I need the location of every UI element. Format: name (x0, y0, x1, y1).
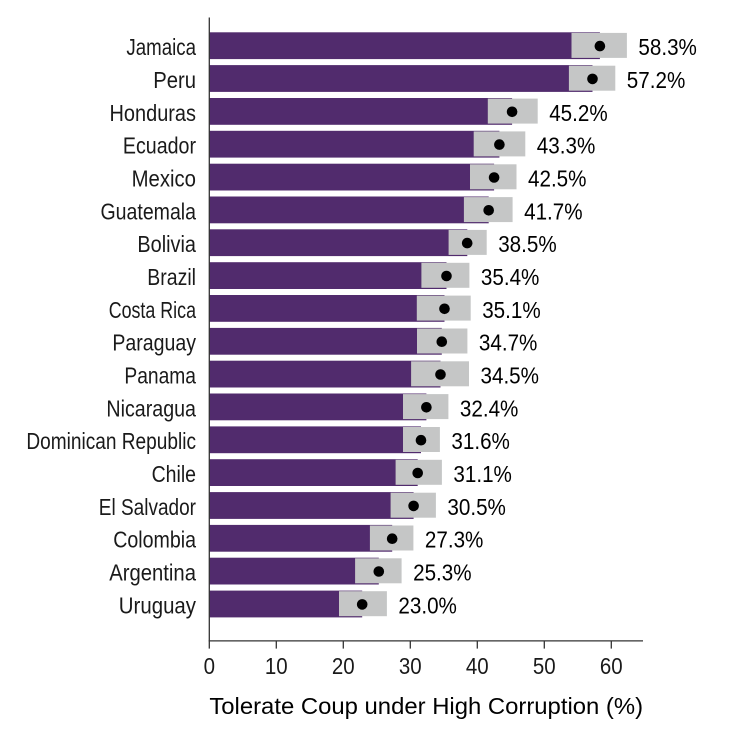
svg-text:43.3%: 43.3% (537, 133, 596, 159)
svg-text:Mexico: Mexico (132, 166, 196, 192)
svg-text:Colombia: Colombia (113, 527, 196, 553)
svg-text:42.5%: 42.5% (528, 166, 587, 192)
svg-text:60: 60 (600, 653, 623, 679)
svg-text:34.5%: 34.5% (481, 363, 540, 389)
svg-text:El Salvador: El Salvador (99, 494, 196, 520)
svg-text:38.5%: 38.5% (498, 231, 557, 257)
svg-text:34.7%: 34.7% (479, 330, 538, 356)
svg-text:45.2%: 45.2% (549, 100, 608, 126)
svg-text:Bolivia: Bolivia (137, 231, 196, 257)
svg-text:Guatemala: Guatemala (101, 198, 197, 224)
svg-text:25.3%: 25.3% (413, 560, 472, 586)
svg-text:Argentina: Argentina (109, 560, 196, 586)
svg-text:31.1%: 31.1% (453, 461, 512, 487)
svg-text:Honduras: Honduras (110, 100, 197, 126)
svg-text:41.7%: 41.7% (524, 198, 583, 224)
svg-text:Ecuador: Ecuador (123, 133, 196, 159)
svg-text:Costa Rica: Costa Rica (109, 297, 196, 323)
svg-text:40: 40 (466, 653, 489, 679)
svg-text:35.4%: 35.4% (481, 264, 540, 290)
svg-text:Chile: Chile (152, 461, 196, 487)
svg-text:20: 20 (332, 653, 355, 679)
svg-text:10: 10 (265, 653, 288, 679)
svg-text:27.3%: 27.3% (425, 527, 484, 553)
svg-text:Jamaica: Jamaica (126, 34, 196, 60)
svg-text:23.0%: 23.0% (398, 592, 457, 618)
svg-text:Uruguay: Uruguay (119, 592, 197, 618)
svg-text:Paraguay: Paraguay (112, 330, 196, 356)
svg-text:Tolerate Coup under High Corru: Tolerate Coup under High Corruption (%) (209, 693, 643, 719)
svg-text:Peru: Peru (153, 67, 196, 93)
svg-text:35.1%: 35.1% (482, 297, 541, 323)
svg-text:Dominican Republic: Dominican Republic (26, 428, 196, 454)
svg-text:32.4%: 32.4% (460, 395, 519, 421)
svg-text:58.3%: 58.3% (638, 34, 697, 60)
svg-text:Nicaragua: Nicaragua (106, 395, 196, 421)
svg-text:0: 0 (204, 653, 215, 679)
svg-text:50: 50 (533, 653, 556, 679)
svg-text:57.2%: 57.2% (627, 67, 686, 93)
svg-text:30.5%: 30.5% (447, 494, 506, 520)
svg-text:31.6%: 31.6% (451, 428, 510, 454)
svg-text:Brazil: Brazil (147, 264, 196, 290)
svg-text:Panama: Panama (124, 363, 196, 389)
svg-text:30: 30 (399, 653, 422, 679)
